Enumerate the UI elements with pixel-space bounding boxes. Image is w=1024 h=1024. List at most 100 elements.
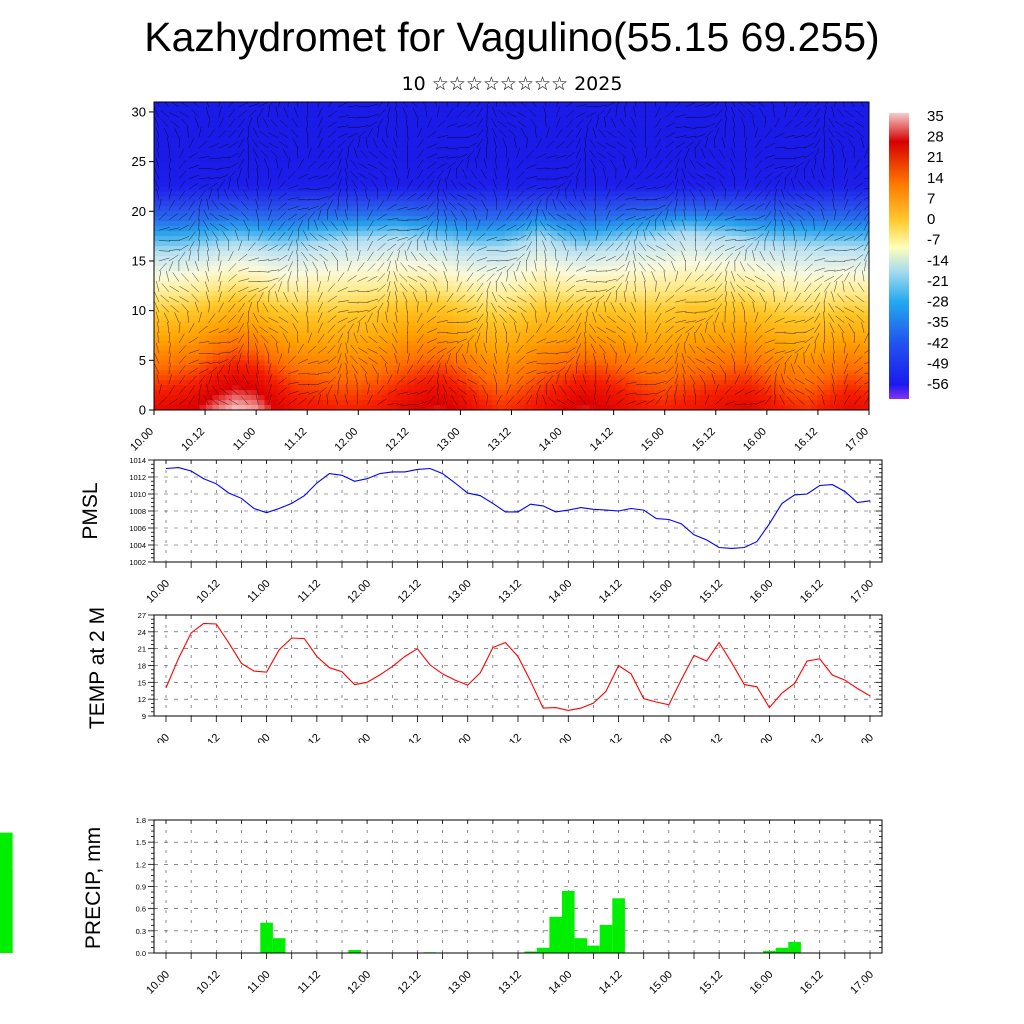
temperature-field	[154, 102, 869, 410]
precip-bar	[536, 947, 550, 953]
x-tick-label: 13.12	[496, 732, 524, 743]
y-tick-label: 0.6	[136, 905, 146, 914]
x-tick-label: 13.12	[486, 426, 514, 454]
x-tick-label: 11.12	[296, 578, 323, 605]
colorbar-label: 35	[927, 108, 944, 125]
x-tick-label: 10.12	[194, 732, 222, 743]
precip-bar	[599, 924, 613, 953]
x-tick-label: 10.00	[128, 426, 156, 454]
precip-bar	[775, 947, 789, 953]
x-tick-label: 12.00	[345, 578, 373, 605]
x-tick-label: 13.00	[446, 969, 474, 997]
x-tick-label: 10.00	[144, 732, 172, 743]
x-tick-label: 13.00	[446, 732, 474, 743]
y-tick-label: 30	[132, 104, 146, 119]
y-axis-label: TEMP at 2 M	[86, 608, 109, 729]
y-tick-label: 5	[139, 353, 146, 368]
cross-section-chart: 0 5 10 15 20 25 30 10.00 10.12 11.00 11.12 12.00 12…	[128, 101, 949, 454]
series-line	[165, 622, 871, 711]
x-tick-label: 13.12	[496, 578, 524, 605]
y-tick-label: 1008	[129, 507, 146, 516]
x-tick-label: 14.00	[546, 578, 574, 605]
y-tick-label: 0.9	[136, 883, 146, 892]
x-tick-label: 14.12	[588, 426, 616, 454]
x-tick-label: 16.12	[792, 426, 820, 454]
precip-bar	[524, 951, 537, 953]
x-tick-label: 17.00	[848, 578, 876, 605]
x-tick-label: 12.12	[396, 732, 424, 743]
wind-barbs	[154, 102, 869, 406]
x-tick-label: 15.00	[647, 969, 675, 997]
colorbar-label: -21	[927, 273, 949, 290]
y-tick-label: 21	[138, 645, 146, 654]
chart-subtitle: 10 ☆☆☆☆☆☆☆☆ 2025	[401, 73, 623, 95]
precip-bar	[788, 941, 801, 953]
x-tick-label: 14.12	[597, 732, 625, 743]
y-tick-label: 18	[138, 662, 146, 671]
y-tick-label: 1006	[129, 524, 146, 533]
x-tick-label: 15.00	[647, 732, 675, 743]
x-tick-label: 14.00	[546, 732, 574, 743]
y-tick-label: 1014	[129, 456, 146, 465]
x-tick-label: 14.12	[597, 969, 625, 997]
x-tick-label: 12.00	[345, 732, 373, 743]
precip-bar	[348, 950, 361, 953]
colorbar-label: -49	[927, 355, 949, 372]
x-tick-label: 14.00	[537, 426, 565, 454]
x-tick-label: 11.00	[231, 426, 258, 453]
y-tick-label: 0.3	[136, 927, 146, 936]
x-tick-label: 12.00	[345, 969, 373, 997]
x-tick-label: 15.12	[690, 426, 718, 454]
precip-bar	[272, 938, 286, 953]
x-tick-label: 10.12	[194, 969, 222, 997]
y-tick-label: 24	[138, 628, 146, 637]
colorbar-label: -42	[927, 335, 949, 352]
x-tick-label: 16.00	[748, 578, 776, 605]
x-tick-label: 11.12	[296, 969, 323, 996]
x-tick-label: 12.12	[396, 578, 424, 605]
x-tick-label: 10.00	[144, 969, 172, 997]
x-tick-label: 16.00	[748, 732, 776, 743]
precip-bar	[612, 898, 625, 953]
pmsl-chart: 1002 1004 1006 1008 1010 1012 1014 10.00 10.12 11…	[79, 456, 883, 605]
colorbar-label: -56	[927, 376, 949, 393]
x-tick-label: 11.00	[245, 969, 272, 996]
precip-bar	[562, 890, 575, 953]
colorbar-label: 0	[927, 211, 935, 228]
y-tick-label: 15	[138, 678, 146, 687]
y-tick-label: 10	[132, 303, 146, 318]
x-tick-label: 13.12	[496, 969, 524, 997]
y-tick-label: 12	[138, 695, 146, 704]
colorbar	[889, 113, 909, 399]
x-tick-label: 13.00	[446, 578, 474, 605]
x-tick-label: 11.12	[282, 426, 309, 453]
y-tick-label: 1012	[129, 473, 146, 482]
x-tick-label: 11.12	[296, 732, 323, 743]
x-tick-label: 11.00	[245, 732, 272, 743]
y-tick-label: 0.0	[136, 949, 146, 958]
precip-bar	[549, 916, 562, 953]
colorbar-label: -28	[927, 294, 949, 311]
x-tick-label: 15.12	[697, 578, 725, 605]
y-tick-label: 0	[139, 403, 146, 418]
y-tick-label: 1004	[129, 541, 146, 550]
precip-bar	[0, 870, 13, 953]
precip-bar	[763, 950, 776, 953]
y-tick-label: 15	[132, 253, 146, 268]
x-tick-label: 17.00	[848, 969, 876, 997]
x-tick-label: 16.12	[798, 969, 826, 997]
x-tick-label: 10.00	[144, 578, 172, 605]
x-tick-label: 15.12	[697, 969, 725, 997]
temp2m-chart: 9 12 15 18 21 24 27 10.00 10.12 11.00 11.12 12.00 12…	[86, 608, 883, 743]
chart-title: Kazhydromet for Vagulino(55.15 69.255)	[144, 14, 880, 60]
x-tick-label: 14.00	[546, 969, 574, 997]
colorbar-label: 28	[927, 129, 944, 146]
x-tick-label: 12.00	[332, 426, 360, 454]
x-tick-label: 15.12	[697, 732, 725, 743]
precip-bar	[260, 922, 273, 953]
colorbar-label: -35	[927, 314, 949, 331]
y-tick-label: 1.2	[136, 860, 146, 869]
precip-chart: 0.0 0.3 0.6 0.9 1.2 1.5 1.8 10.00 10.12 11.00 11.1…	[0, 816, 883, 997]
precip-bar	[574, 938, 588, 953]
x-tick-label: 12.12	[396, 969, 424, 997]
